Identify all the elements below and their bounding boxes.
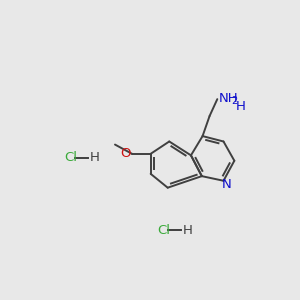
Text: H: H <box>236 100 246 112</box>
Text: O: O <box>120 147 130 160</box>
Text: N: N <box>222 178 232 191</box>
Text: H: H <box>183 224 193 236</box>
Text: Cl: Cl <box>64 151 78 164</box>
Text: NH: NH <box>219 92 239 105</box>
Text: 2: 2 <box>231 96 238 106</box>
Text: Cl: Cl <box>158 224 171 236</box>
Text: H: H <box>90 151 100 164</box>
